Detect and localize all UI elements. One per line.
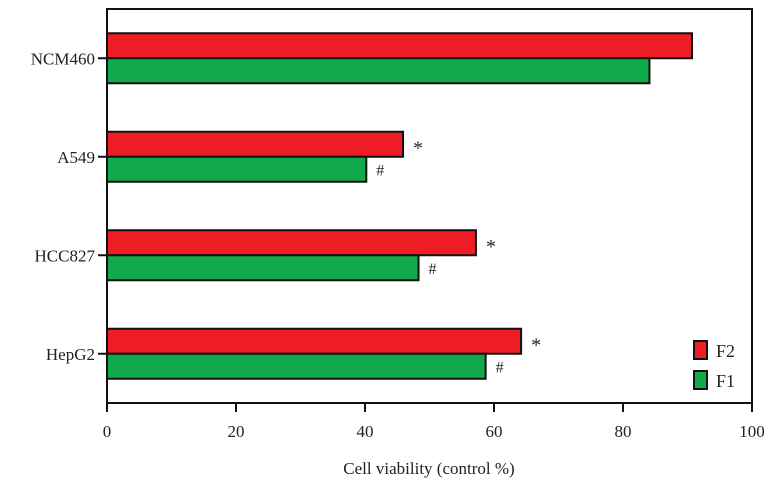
x-tick-label: 80: [615, 422, 632, 441]
legend-label: F2: [716, 341, 735, 361]
plot-frame: [106, 8, 753, 404]
bar-F2-A549: [106, 130, 405, 158]
bar-F2-NCM460: [106, 32, 694, 60]
significance-marker: *: [531, 334, 541, 356]
significance-marker: #: [496, 359, 504, 376]
x-axis-label: Cell viability (control %): [343, 459, 514, 478]
bar-F2-HepG2: [106, 327, 523, 355]
y-tick-label: HCC827: [35, 246, 96, 265]
significance-marker: *: [413, 137, 423, 159]
y-tick-label: NCM460: [31, 49, 95, 68]
bar-F1-HCC827: [106, 254, 420, 282]
significance-marker: #: [376, 162, 384, 179]
bar-F1-A549: [106, 155, 368, 183]
bar-F2-HCC827: [106, 229, 477, 257]
y-tick-label: HepG2: [46, 345, 95, 364]
significance-marker: #: [429, 261, 437, 278]
legend-swatch-F1: [693, 370, 708, 390]
legend-swatch-F2: [693, 340, 708, 360]
bar-F1-NCM460: [106, 57, 651, 85]
y-tick-label: A549: [57, 148, 95, 167]
x-tick-label: 20: [228, 422, 245, 441]
x-tick-label: 100: [739, 422, 765, 441]
x-tick-label: 40: [357, 422, 374, 441]
legend-label: F1: [716, 371, 735, 391]
x-tick-label: 60: [486, 422, 503, 441]
significance-marker: *: [486, 236, 496, 258]
bar-F1-HepG2: [106, 352, 487, 380]
x-tick-label: 0: [103, 422, 112, 441]
